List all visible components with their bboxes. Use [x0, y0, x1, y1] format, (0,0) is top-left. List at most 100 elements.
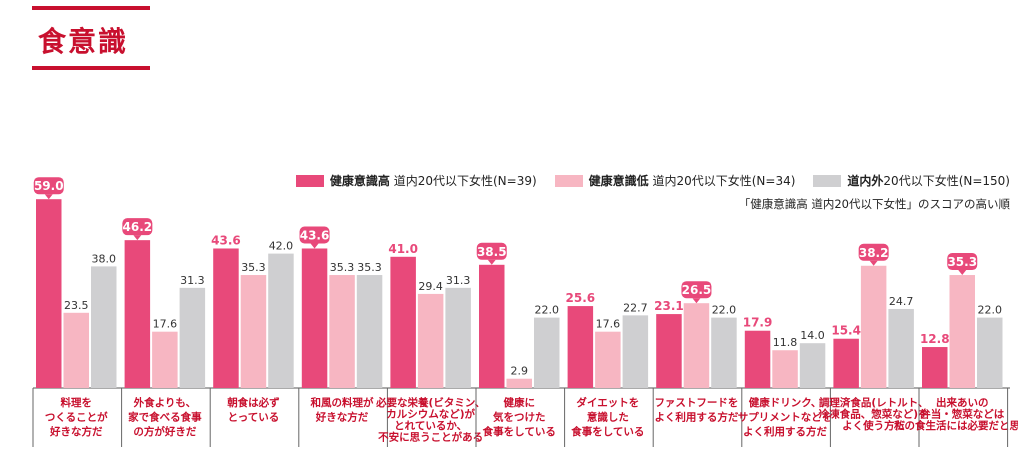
bar: [63, 312, 89, 388]
data-label: 29.4: [418, 280, 443, 293]
bar: [479, 264, 505, 388]
category-label-line: 必要な栄養(ビタミン、: [375, 396, 485, 409]
data-label: 23.5: [64, 299, 89, 312]
data-label-badge: [299, 226, 330, 244]
legend-swatch-all: [813, 174, 842, 187]
bar: [36, 199, 62, 388]
category-label: 必要な栄養(ビタミン、カルシウムなど)がとれているか、不安に思うことがある: [375, 396, 485, 444]
bar: [268, 253, 294, 388]
legend: 健康意識高 道内20代以下女性(N=39) 健康意識低 道内20代以下女性(N=…: [295, 172, 1010, 189]
legend-label-low: 道内20代以下女性(N=34): [648, 174, 796, 188]
bar: [860, 265, 887, 388]
data-label-badge-pointer: [44, 194, 53, 200]
legend-label-all-bold: 道内外: [847, 174, 884, 188]
bar: [683, 303, 710, 388]
legend-item-all: 道内外20代以下女性(N=150): [813, 172, 1010, 189]
category-label-line: 調理済食品(レトルト、: [819, 396, 929, 409]
legend-label-high-bold: 健康意識高: [329, 174, 390, 188]
category-label-line: カルシウムなど)が: [386, 408, 475, 421]
bar: [240, 275, 267, 388]
data-label: 31.3: [180, 274, 205, 287]
sort-note: 「健康意識高 道内20代以下女性」のスコアの高い順: [738, 197, 1010, 211]
legend-item-low: 健康意識低 道内20代以下女性(N=34): [554, 172, 796, 189]
category-label-line: 意識した: [587, 411, 629, 424]
category-label-line: 好きな方だ: [49, 425, 103, 438]
category-label-line: 私の食生活には必要だと思う: [893, 419, 1018, 432]
bar: [417, 293, 444, 388]
bar: [179, 287, 206, 388]
bar: [711, 317, 737, 388]
category-label: 健康に気をつけた食事をしている: [482, 396, 556, 438]
bar: [445, 287, 471, 388]
category-label-line: 食事をしている: [570, 425, 644, 438]
category-label-line: 不安に思うことがある: [378, 431, 483, 444]
category-label-line: 外食よりも、: [133, 396, 196, 409]
category-label: 料理をつくることが好きな方だ: [45, 396, 108, 438]
data-label-badge: [122, 218, 153, 236]
data-label: 35.3: [357, 261, 382, 274]
category-label: ダイエットを意識した食事をしている: [570, 396, 644, 438]
data-label-badge: [947, 253, 978, 271]
category-label-line: 和風の料理が: [310, 396, 374, 409]
category-label-line: 弁当・惣菜などは: [920, 408, 1004, 421]
data-label-badge: [858, 243, 889, 261]
data-label: 14.0: [800, 329, 825, 342]
data-label: 22.7: [623, 301, 648, 314]
data-label: 38.5: [477, 245, 507, 259]
bar: [833, 338, 859, 388]
category-label-line: よく使う方だ: [842, 419, 905, 432]
category-label: 外食よりも、家で食べる食事の方が好きだ: [128, 396, 202, 438]
legend-label-low-bold: 健康意識低: [588, 174, 649, 188]
bar: [567, 306, 594, 388]
bar: [91, 266, 117, 388]
title-bottom-rule: [32, 66, 150, 70]
category-label-line: ファストフードを: [654, 397, 738, 409]
bar: [301, 248, 328, 388]
data-label: 35.3: [241, 261, 266, 274]
data-label: 43.6: [211, 233, 241, 247]
bar: [329, 275, 355, 388]
category-label-line: 出来あいの: [936, 396, 989, 409]
category-label-line: よく利用する方だ: [743, 425, 827, 438]
data-label: 17.6: [596, 318, 621, 331]
category-label-line: の方が好きだ: [133, 425, 196, 438]
data-label: 2.9: [511, 365, 529, 378]
data-label-badge-pointer: [133, 235, 142, 241]
category-label-line: よく利用する方だ: [654, 411, 738, 424]
data-label: 46.2: [123, 220, 153, 234]
data-label-badge: [476, 242, 507, 260]
category-label-line: とれているか、: [394, 420, 467, 432]
data-label: 22.0: [978, 304, 1003, 317]
category-label-line: とっている: [228, 412, 280, 424]
category-label-line: 朝食は必ず: [227, 396, 280, 409]
category-label: 健康ドリンク、サプリメントなどをよく利用する方だ: [738, 396, 833, 438]
legend-label-high: 道内20代以下女性(N=39): [389, 174, 537, 188]
category-label-line: サプリメントなどを: [738, 411, 833, 424]
data-label-badge-pointer: [869, 260, 878, 266]
bar: [506, 378, 532, 388]
data-label: 11.8: [773, 336, 798, 349]
bar: [977, 317, 1003, 388]
category-label-line: ダイエットを: [576, 396, 639, 409]
bar: [124, 240, 151, 388]
data-label: 22.0: [535, 304, 560, 317]
data-label: 17.6: [153, 318, 178, 331]
legend-swatch-low: [554, 174, 583, 187]
page-title: 食意識: [38, 25, 129, 58]
data-label: 25.6: [566, 291, 596, 305]
data-label: 12.8: [920, 332, 950, 346]
legend-swatch-high: [295, 174, 324, 187]
data-label-badge: [681, 281, 712, 299]
bar: [390, 256, 416, 388]
category-label: 出来あいの弁当・惣菜などは私の食生活には必要だと思う: [893, 396, 1018, 432]
data-label: 26.5: [682, 283, 712, 297]
category-label-line: 料理を: [61, 396, 93, 409]
data-label: 35.3: [947, 255, 977, 269]
data-label: 23.1: [654, 299, 684, 313]
data-label-badge-pointer: [958, 270, 967, 276]
bar: [356, 275, 383, 388]
category-label-line: つくることが: [45, 411, 108, 424]
category-label-line: 食事をしている: [482, 425, 556, 438]
category-label-line: 好きな方だ: [315, 411, 369, 424]
